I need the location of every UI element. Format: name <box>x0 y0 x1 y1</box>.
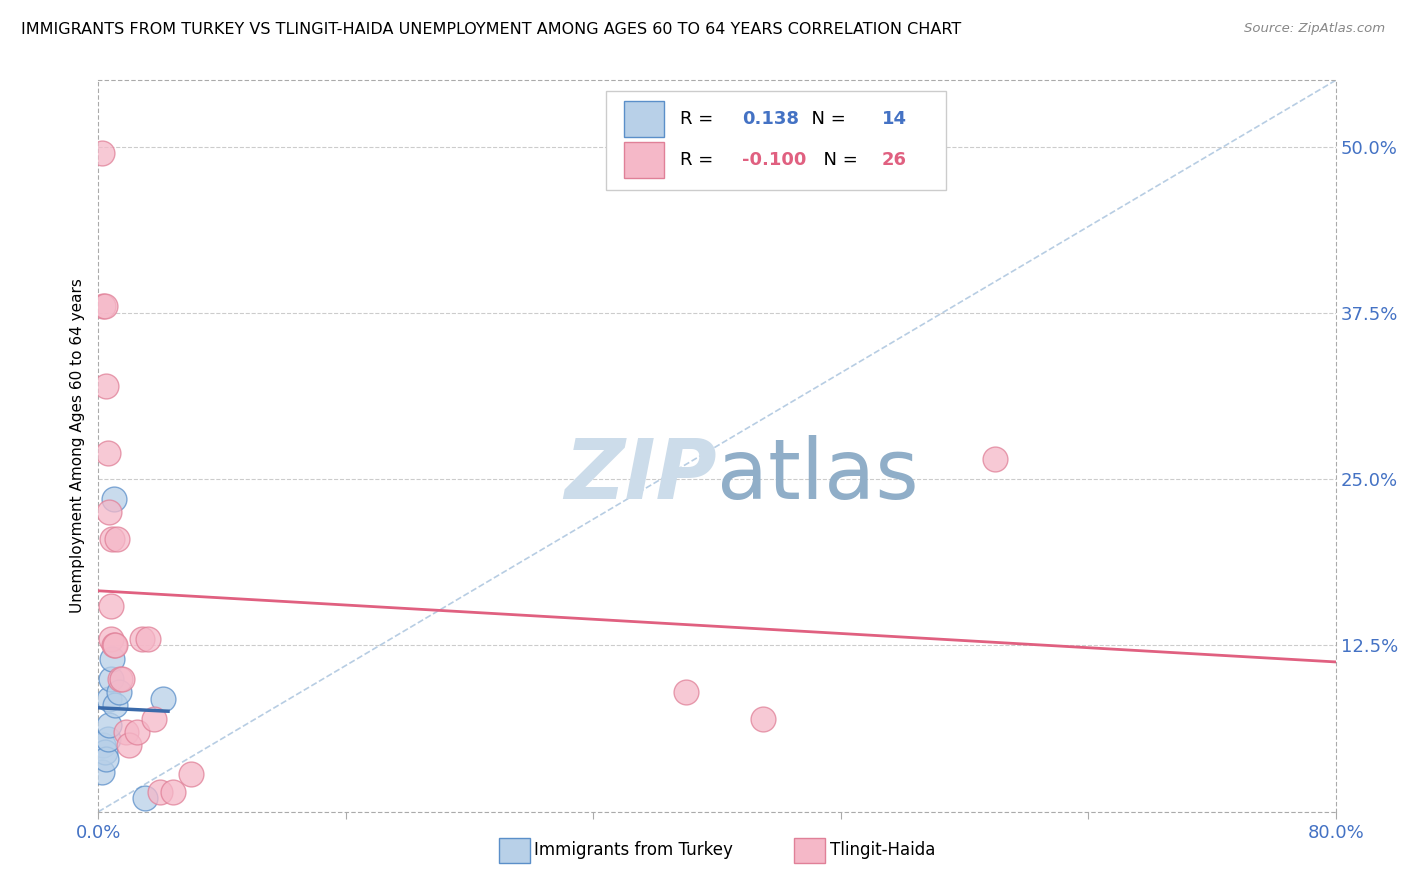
Text: ZIP: ZIP <box>564 434 717 516</box>
Point <box>90 764 112 779</box>
Point <box>93 745 115 759</box>
Point <box>118 738 141 752</box>
Text: IMMIGRANTS FROM TURKEY VS TLINGIT-HAIDA UNEMPLOYMENT AMONG AGES 60 TO 64 YEARS C: IMMIGRANTS FROM TURKEY VS TLINGIT-HAIDA … <box>21 22 962 37</box>
Bar <box>624 102 664 136</box>
Point <box>105 532 128 546</box>
Text: R =: R = <box>681 151 718 169</box>
Point <box>131 632 153 646</box>
Point <box>115 725 138 739</box>
Point <box>100 672 122 686</box>
Point <box>752 712 775 726</box>
Point <box>134 791 156 805</box>
Point <box>180 767 202 781</box>
Point <box>104 698 127 713</box>
Point <box>149 785 172 799</box>
Point <box>103 639 125 653</box>
Point <box>108 672 131 686</box>
Point <box>984 452 1007 467</box>
Text: Immigrants from Turkey: Immigrants from Turkey <box>534 841 733 859</box>
Point <box>98 691 121 706</box>
Bar <box>624 143 664 178</box>
Point <box>98 718 121 732</box>
Text: -0.100: -0.100 <box>742 151 806 169</box>
Text: Tlingit-Haida: Tlingit-Haida <box>830 841 935 859</box>
Point <box>101 532 124 546</box>
Point <box>127 725 149 739</box>
Point <box>98 506 121 520</box>
Point <box>107 685 129 699</box>
Point <box>162 785 184 799</box>
Point <box>97 731 120 746</box>
Text: Source: ZipAtlas.com: Source: ZipAtlas.com <box>1244 22 1385 36</box>
Text: N =: N = <box>800 110 852 128</box>
FancyBboxPatch shape <box>606 91 946 190</box>
Text: R =: R = <box>681 110 718 128</box>
Point <box>96 379 118 393</box>
Text: 0.138: 0.138 <box>742 110 799 128</box>
Point <box>152 691 174 706</box>
Text: 14: 14 <box>882 110 907 128</box>
Point <box>97 445 120 459</box>
Point <box>93 299 115 313</box>
Point <box>111 672 134 686</box>
Point <box>100 632 122 646</box>
Text: N =: N = <box>813 151 863 169</box>
Point <box>143 712 166 726</box>
Text: atlas: atlas <box>717 434 918 516</box>
Point <box>136 632 159 646</box>
Y-axis label: Unemployment Among Ages 60 to 64 years: Unemployment Among Ages 60 to 64 years <box>70 278 86 614</box>
Point <box>100 599 122 613</box>
Text: 26: 26 <box>882 151 907 169</box>
Point <box>103 492 125 507</box>
Point <box>91 738 114 752</box>
Point <box>96 751 118 765</box>
Point <box>675 685 697 699</box>
Point <box>90 146 112 161</box>
Point <box>104 639 127 653</box>
Point <box>91 299 114 313</box>
Point <box>101 652 124 666</box>
